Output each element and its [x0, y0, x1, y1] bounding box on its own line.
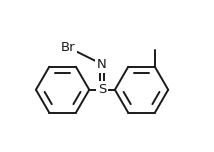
Text: N: N — [97, 58, 107, 71]
Text: Br: Br — [61, 41, 76, 54]
Text: S: S — [98, 83, 106, 96]
